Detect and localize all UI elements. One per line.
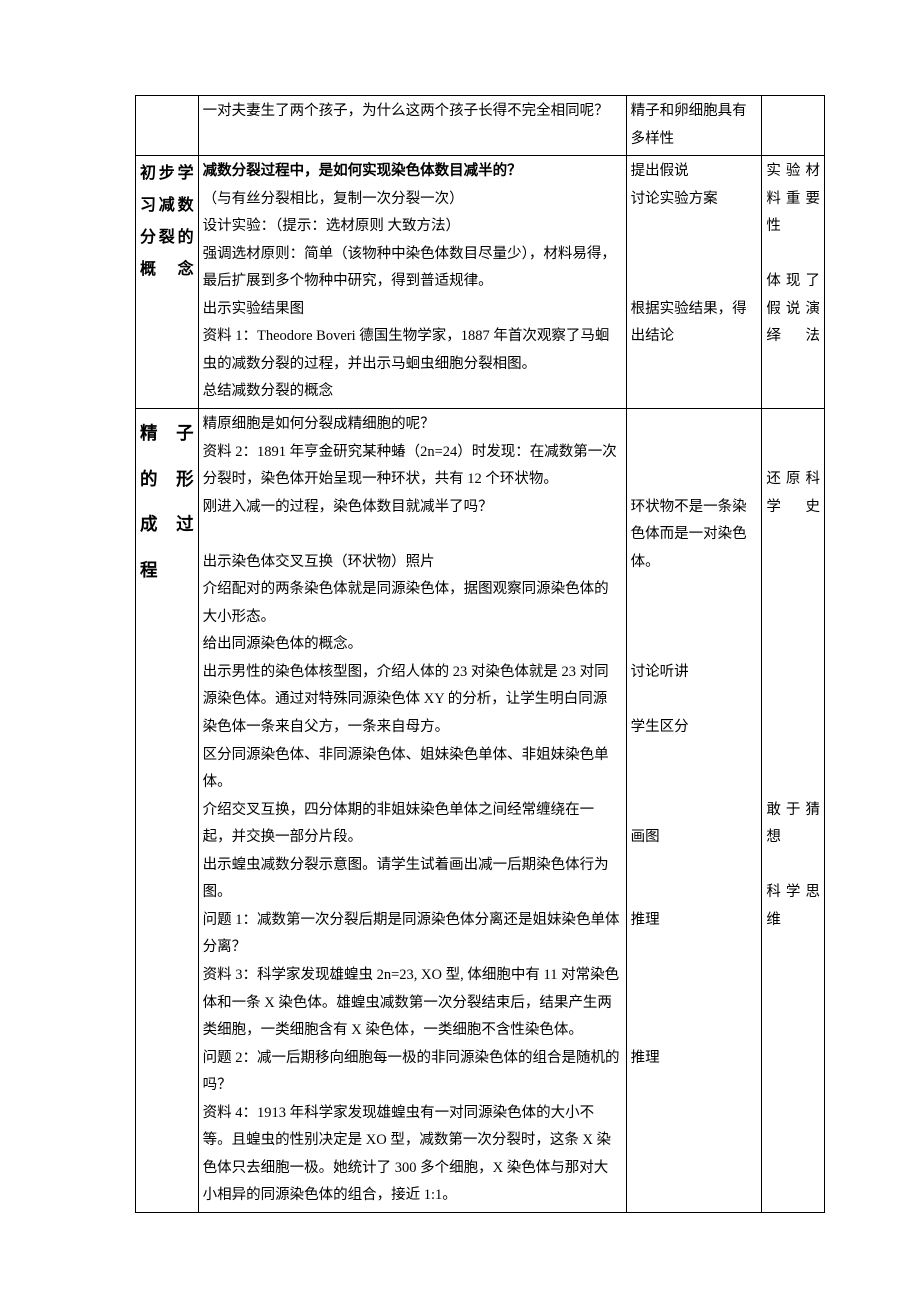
teacher-text: 总结减数分裂的概念 [203, 378, 622, 406]
teacher-text: 区分同源染色体、非同源染色体、姐妹染色单体、非姐妹染色单体。 [203, 742, 622, 797]
student-cell: 提出假说 讨论实验方案 根据实验结果，得出结论 [626, 156, 762, 409]
student-text: 精子和卵细胞具有多样性 [631, 98, 758, 153]
teacher-text: 刚进入减一的过程，染色体数目就减半了吗？ [203, 494, 622, 522]
teacher-text: 问题 1：减数第一次分裂后期是同源染色体分离还是姐妹染色单体分离？ [203, 907, 622, 962]
section-title-line: 精子 [140, 411, 194, 457]
teacher-text: 给出同源染色体的概念。 [203, 631, 622, 659]
student-text: 环状物不是一条染色体而是一对染色体。 [631, 494, 758, 577]
teacher-text: 出示染色体交叉互换（环状物）照片 [203, 549, 622, 577]
note-text: 敢于猜想 [766, 797, 820, 852]
section-title-line: 的形 [140, 457, 194, 503]
teacher-text: 出示男性的染色体核型图，介绍人体的 23 对染色体就是 23 对同源染色体。通过… [203, 659, 622, 742]
section-title-cell: 精子 的形 成过 程 [136, 409, 199, 1213]
note-text: 体现了假说演绎法 [766, 268, 820, 351]
notes-cell: 实验材料重要性 体现了假说演绎法 [762, 156, 825, 409]
teacher-text: 介绍交叉互换，四分体期的非姐妹染色单体之间经常缠绕在一起，并交换一部分片段。 [203, 797, 622, 852]
student-text: 推理 [631, 907, 758, 935]
section-title-line: 成过 [140, 502, 194, 548]
section-title: 初步学习减数分裂的概念 [140, 165, 194, 278]
table-row: 初步学习减数分裂的概念 减数分裂过程中，是如何实现染色体数目减半的？ （与有丝分… [136, 156, 825, 409]
student-text: 根据实验结果，得出结论 [631, 296, 758, 351]
table-row: 一对夫妻生了两个孩子，为什么这两个孩子长得不完全相同呢？ 精子和卵细胞具有多样性 [136, 96, 825, 156]
teacher-text: （与有丝分裂相比，复制一次分裂一次） [203, 186, 622, 214]
notes-cell: 还原科学史 敢于猜想 科学思维 [762, 409, 825, 1213]
student-cell: 环状物不是一条染色体而是一对染色体。 讨论听讲 学生区分 画图 推理 推理 [626, 409, 762, 1213]
table-row: 精子 的形 成过 程 精原细胞是如何分裂成精细胞的呢？ 资料 2：1891 年亨… [136, 409, 825, 1213]
student-text: 讨论实验方案 [631, 186, 758, 214]
teacher-text: 设计实验：（提示：选材原则 大致方法） [203, 213, 622, 241]
note-text: 还原科学史 [766, 466, 820, 521]
section-title-line: 程 [140, 548, 194, 594]
teacher-text: 资料 2：1891 年亨金研究某种蝽（2n=24）时发现：在减数第一次分裂时，染… [203, 439, 622, 494]
teacher-text: 一对夫妻生了两个孩子，为什么这两个孩子长得不完全相同呢？ [203, 98, 622, 126]
section-cell [136, 96, 199, 156]
teacher-text: 出示实验结果图 [203, 296, 622, 324]
teacher-text: 精原细胞是如何分裂成精细胞的呢？ [203, 411, 622, 439]
teacher-text: 减数分裂过程中，是如何实现染色体数目减半的？ [203, 158, 622, 186]
section-title-cell: 初步学习减数分裂的概念 [136, 156, 199, 409]
student-text: 学生区分 [631, 714, 758, 742]
note-text: 实验材料重要性 [766, 158, 820, 241]
teacher-cell: 一对夫妻生了两个孩子，为什么这两个孩子长得不完全相同呢？ [198, 96, 626, 156]
teacher-text: 资料 1：Theodore Boveri 德国生物学家，1887 年首次观察了马… [203, 323, 622, 378]
lesson-plan-table: 一对夫妻生了两个孩子，为什么这两个孩子长得不完全相同呢？ 精子和卵细胞具有多样性… [135, 95, 825, 1213]
teacher-cell: 精原细胞是如何分裂成精细胞的呢？ 资料 2：1891 年亨金研究某种蝽（2n=2… [198, 409, 626, 1213]
student-text: 推理 [631, 1045, 758, 1073]
teacher-text: 出示蝗虫减数分裂示意图。请学生试着画出减一后期染色体行为图。 [203, 852, 622, 907]
student-text: 提出假说 [631, 158, 758, 186]
teacher-text: 资料 4：1913 年科学家发现雄蝗虫有一对同源染色体的大小不等。且蝗虫的性别决… [203, 1100, 622, 1210]
student-cell: 精子和卵细胞具有多样性 [626, 96, 762, 156]
student-text: 画图 [631, 824, 758, 852]
teacher-text: 强调选材原则：简单（该物种中染色体数目尽量少），材料易得，最后扩展到多个物种中研… [203, 241, 622, 296]
notes-cell [762, 96, 825, 156]
note-text: 科学思维 [766, 879, 820, 934]
teacher-text: 问题 2：减一后期移向细胞每一极的非同源染色体的组合是随机的吗？ [203, 1045, 622, 1100]
student-text: 讨论听讲 [631, 659, 758, 687]
teacher-text: 介绍配对的两条染色体就是同源染色体，据图观察同源染色体的大小形态。 [203, 576, 622, 631]
teacher-cell: 减数分裂过程中，是如何实现染色体数目减半的？ （与有丝分裂相比，复制一次分裂一次… [198, 156, 626, 409]
teacher-text: 资料 3：科学家发现雄蝗虫 2n=23, XO 型, 体细胞中有 11 对常染色… [203, 962, 622, 1045]
